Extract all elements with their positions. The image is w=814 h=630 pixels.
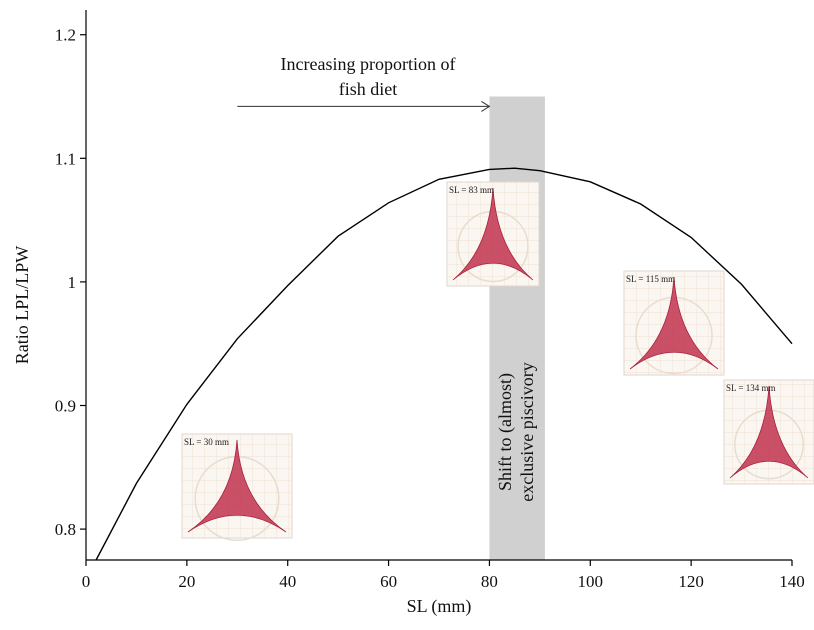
inset-image: SL = 115 mm xyxy=(623,270,725,376)
y-tick-label: 1.2 xyxy=(55,26,76,45)
band-text-line2: exclusive piscivory xyxy=(517,362,537,501)
inset-label: SL = 134 mm xyxy=(726,383,776,393)
inset-image: SL = 30 mm xyxy=(181,433,293,542)
y-tick-label: 0.8 xyxy=(55,520,76,539)
x-ticks: 0 20 40 60 80 100 120 140 xyxy=(82,560,805,591)
diet-arrow xyxy=(237,100,491,112)
inset-label: SL = 115 mm xyxy=(626,274,675,284)
inset-label: SL = 30 mm xyxy=(184,437,229,447)
x-tick-label: 80 xyxy=(481,572,498,591)
x-tick-label: 0 xyxy=(82,572,91,591)
inset-image: SL = 134 mm xyxy=(723,379,814,485)
pharyngeal-bone-icon xyxy=(629,276,719,370)
arrow-text-line1: Increasing proportion of xyxy=(281,54,456,74)
insets: SL = 30 mm SL = 83 mm SL = 115 mm SL = 134 … xyxy=(181,181,814,542)
y-ticks: 0.8 0.9 1 1.1 1.2 xyxy=(55,26,86,539)
pharyngeal-bone-icon xyxy=(187,439,287,533)
pharyngeal-bone-icon xyxy=(729,385,809,479)
arrow-text-line2: fish diet xyxy=(339,79,398,99)
x-axis-title: SL (mm) xyxy=(407,596,472,617)
y-axis-title: Ratio LPL/LPW xyxy=(12,246,32,365)
y-tick-label: 0.9 xyxy=(55,397,76,416)
band-text-line1: Shift to (almost) xyxy=(495,373,516,491)
y-tick-label: 1.1 xyxy=(55,149,76,168)
x-tick-label: 140 xyxy=(779,572,805,591)
x-tick-label: 40 xyxy=(279,572,296,591)
x-tick-label: 100 xyxy=(578,572,604,591)
x-tick-label: 120 xyxy=(678,572,704,591)
piscivory-band xyxy=(489,96,545,561)
series-line xyxy=(95,167,793,561)
pharyngeal-bone-icon xyxy=(452,187,534,281)
x-tick-label: 20 xyxy=(178,572,195,591)
x-tick-label: 60 xyxy=(380,572,397,591)
band-annotation: Shift to (almost) exclusive piscivory xyxy=(495,362,537,501)
y-tick-label: 1 xyxy=(68,273,77,292)
inset-label: SL = 83 mm xyxy=(449,185,494,195)
inset-image: SL = 83 mm xyxy=(446,181,540,287)
